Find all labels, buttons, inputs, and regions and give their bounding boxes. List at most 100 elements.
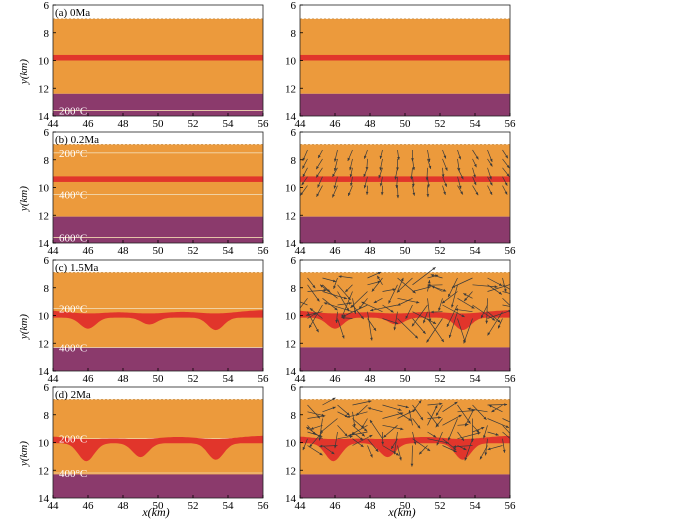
isotherm-label: 400°C xyxy=(59,189,87,201)
panel-body xyxy=(53,399,263,498)
y-tick-label: 8 xyxy=(291,155,297,167)
arrow-head xyxy=(333,168,337,172)
velocity-arrow xyxy=(457,432,481,440)
x-tick-label: 44 xyxy=(48,373,60,385)
arrow-head xyxy=(413,441,417,445)
x-tick-label: 44 xyxy=(295,245,307,257)
arrow-head xyxy=(475,156,479,160)
arrow-head xyxy=(498,283,503,286)
panel-label: (b) 0.2Ma xyxy=(55,134,99,146)
velocity-field xyxy=(302,397,510,467)
x-tick-label: 44 xyxy=(48,118,60,130)
y-tick-label: 6 xyxy=(291,382,297,394)
red-layer xyxy=(53,54,263,61)
arrow-head xyxy=(444,183,447,187)
velocity-arrow xyxy=(300,298,308,309)
isotherm-label: 200°C xyxy=(59,148,87,160)
arrow-head xyxy=(309,324,312,328)
velocity-field xyxy=(300,149,510,199)
red-layer xyxy=(300,310,510,331)
arrow-head xyxy=(410,463,414,467)
arrow-head xyxy=(420,417,424,421)
y-tick-label: 10 xyxy=(285,438,297,450)
velocity-arrow xyxy=(502,425,510,435)
arrow-head xyxy=(428,318,432,322)
arrow-head xyxy=(498,291,502,295)
panel-1: 44 46 48 50 52 54 56 6 8 10 12 14 xyxy=(285,0,516,130)
velocity-arrow xyxy=(446,304,458,328)
arrow-head xyxy=(400,412,404,415)
y-tick-label: 8 xyxy=(291,410,297,422)
arrow-head xyxy=(318,437,322,441)
y-tick-label: 14 xyxy=(285,493,297,505)
velocity-arrow xyxy=(307,311,319,333)
velocity-arrow xyxy=(322,298,338,311)
arrow-head xyxy=(453,447,457,450)
arrow-head xyxy=(460,191,463,195)
arrow-head xyxy=(363,185,367,189)
isotherm-label: 400°C xyxy=(59,468,87,480)
arrow-head xyxy=(361,433,365,437)
arrow-head xyxy=(483,416,487,420)
arrow-head xyxy=(503,288,507,292)
arrow-head xyxy=(347,157,351,161)
x-tick-label: 44 xyxy=(295,118,307,130)
panel-body xyxy=(53,272,263,371)
purple-domain xyxy=(300,93,510,116)
arrow-head xyxy=(423,320,426,324)
arrow-head xyxy=(394,176,398,180)
arrow-head xyxy=(346,415,350,418)
arrow-head xyxy=(435,274,439,278)
x-tick-label: 50 xyxy=(153,500,165,512)
x-tick-label: 48 xyxy=(118,373,130,385)
x-tick-label: 50 xyxy=(400,500,412,512)
isotherm-label: 400°C xyxy=(59,342,87,354)
y-tick-label: 6 xyxy=(44,0,50,12)
velocity-arrow xyxy=(426,318,443,343)
velocity-arrow xyxy=(307,445,323,456)
velocity-arrow xyxy=(352,418,368,432)
isotherm-label: 600°C xyxy=(59,232,87,244)
arrow-head xyxy=(309,308,313,312)
arrow-head xyxy=(495,433,499,436)
x-tick-label: 46 xyxy=(83,500,95,512)
arrow-head xyxy=(481,427,485,430)
arrow-head xyxy=(473,174,476,178)
velocity-arrow xyxy=(319,284,338,299)
y-tick-label: 10 xyxy=(38,311,50,323)
arrow-head xyxy=(332,194,335,198)
arrow-head xyxy=(397,303,401,306)
arrow-head xyxy=(481,315,484,319)
velocity-arrow xyxy=(427,298,431,322)
panel-body xyxy=(300,144,510,243)
velocity-arrow xyxy=(448,311,458,339)
x-tick-label: 46 xyxy=(330,373,342,385)
panel-4: 200°C 400°C (c) 1.5Ma 44 46 48 50 52 54 56 6 8 10 12 1… xyxy=(18,255,269,385)
arrow-head xyxy=(316,329,319,333)
arrow-head xyxy=(489,191,493,195)
arrow-head xyxy=(427,184,430,188)
arrow-head xyxy=(349,435,353,439)
y-tick-label: 6 xyxy=(44,382,50,394)
x-tick-label: 44 xyxy=(48,500,60,512)
x-tick-label: 48 xyxy=(118,118,130,130)
orange-domain xyxy=(300,399,510,475)
arrow-head xyxy=(511,306,514,309)
arrow-head xyxy=(494,285,498,289)
arrow-head xyxy=(433,434,437,438)
arrow-head xyxy=(435,424,439,428)
velocity-arrow xyxy=(502,284,510,290)
arrow-head xyxy=(448,293,451,298)
velocity-arrow xyxy=(472,284,498,288)
velocity-arrow xyxy=(322,291,348,300)
velocity-arrow xyxy=(307,404,321,419)
arrow-head xyxy=(360,437,364,441)
orange-domain xyxy=(53,272,263,348)
velocity-arrow xyxy=(455,308,473,313)
velocity-arrow xyxy=(346,411,368,418)
arrow-head xyxy=(400,427,404,431)
x-tick-label: 50 xyxy=(400,118,412,130)
y-tick-label: 14 xyxy=(285,238,297,250)
arrow-head xyxy=(489,158,493,162)
arrow-head xyxy=(341,335,345,339)
